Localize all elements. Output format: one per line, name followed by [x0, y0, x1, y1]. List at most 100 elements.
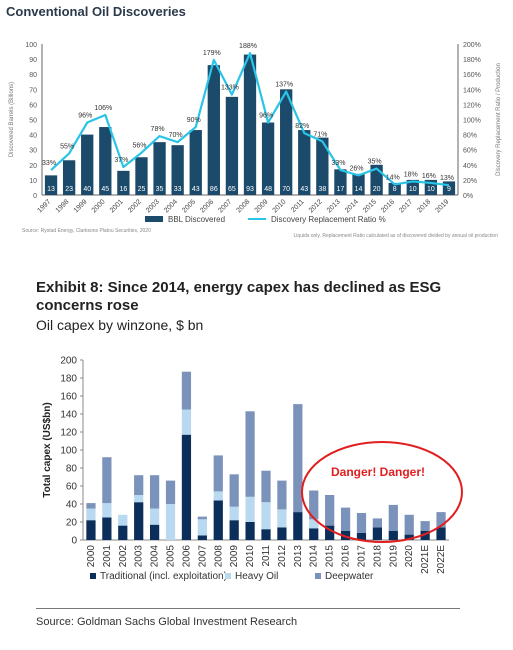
bar-heavy-oil	[245, 496, 255, 522]
bar-value-label: 10	[427, 186, 435, 193]
bar-value-label: 43	[300, 186, 308, 193]
y2-tick-label: 120%	[463, 102, 481, 109]
x-tick-label: 2012	[277, 545, 288, 568]
legend-traditional-swatch	[90, 573, 96, 579]
bar-traditional	[388, 531, 398, 540]
line-point-label: 33%	[42, 160, 56, 167]
x-tick-label: 2014	[309, 545, 320, 568]
bar-heavy-oil	[181, 409, 192, 435]
x-tick-label: 2016	[341, 545, 352, 568]
bar-bbl-discovered	[298, 130, 311, 195]
bar-value-label: 8	[393, 186, 397, 193]
bar-value-label: 9	[447, 186, 451, 193]
bar-bbl-discovered	[261, 122, 275, 195]
x-tick-label: 2007	[197, 545, 208, 568]
bar-heavy-oil	[213, 491, 223, 501]
bar-traditional	[436, 527, 446, 540]
y2-tick-label: 20%	[463, 178, 477, 185]
bar-traditional	[118, 525, 128, 540]
bar-value-label: 65	[228, 186, 236, 193]
bar-heavy-oil	[261, 502, 271, 530]
y2-tick-label: 180%	[463, 57, 481, 64]
line-point-label: 70%	[169, 132, 183, 139]
top-footnote: Liquids only. Replacement Ratio calculat…	[294, 233, 499, 239]
x-tick-label: 2004	[150, 545, 161, 568]
line-point-label: 16%	[422, 173, 436, 180]
line-point-label: 26%	[350, 165, 364, 172]
bar-deepwater	[309, 490, 319, 520]
bar-value-label: 14	[355, 186, 363, 193]
bar-traditional	[149, 524, 160, 540]
x-tick-label: 2013	[326, 198, 342, 214]
line-point-label: 188%	[239, 43, 257, 50]
bar-deepwater	[420, 521, 430, 531]
line-point-label: 18%	[404, 171, 418, 178]
x-tick-label: 1997	[36, 198, 52, 214]
y2-tick-label: 160%	[463, 72, 481, 79]
x-tick-label: 2009	[254, 198, 270, 214]
x-tick-label: 2019	[434, 198, 450, 214]
exhibit-title: Exhibit 8: Since 2014, energy capex has …	[36, 279, 442, 314]
x-tick-label: 2011	[261, 545, 272, 567]
bar-heavy-oil	[102, 503, 112, 518]
y2-tick-label: 100%	[463, 118, 481, 125]
bar-bbl-discovered	[207, 65, 220, 195]
bar-value-label: 93	[246, 186, 254, 193]
bar-deepwater	[86, 503, 96, 509]
bar-bbl-discovered	[44, 175, 58, 195]
bar-deepwater	[293, 404, 303, 513]
bar-value-label: 38	[318, 186, 326, 193]
legend-traditional-label: Traditional (incl. exploitation)	[100, 571, 227, 582]
x-tick-label: 2005	[166, 545, 177, 568]
x-tick-label: 2008	[235, 198, 251, 214]
bar-bbl-discovered	[153, 142, 166, 195]
x-tick-label: 2010	[272, 198, 288, 214]
x-tick-label: 2015	[325, 545, 336, 568]
line-point-label: 13%	[440, 175, 454, 182]
bar-value-label: 35	[156, 186, 164, 193]
y-tick-label: 100	[25, 42, 37, 49]
x-tick-label: 2017	[356, 545, 367, 568]
bar-value-label: 33	[174, 186, 182, 193]
x-tick-label: 2001	[109, 198, 125, 214]
x-tick-label: 2016	[380, 198, 396, 214]
y-tick-label: 60	[29, 102, 37, 109]
legend-deepwater-label: Deepwater	[325, 571, 374, 582]
bar-traditional	[261, 529, 271, 540]
x-tick-label: 2004	[163, 198, 179, 214]
y2-axis-label: Discovery Replacement Ratio / Production	[496, 63, 502, 176]
bar-deepwater	[436, 512, 446, 528]
y2-tick-label: 80%	[463, 133, 477, 140]
line-point-label: 96%	[259, 113, 273, 120]
x-tick-label: 2006	[181, 545, 192, 568]
line-point-label: 14%	[386, 174, 400, 181]
bar-value-label: 45	[101, 186, 109, 193]
line-point-label: 71%	[313, 131, 327, 138]
line-point-label: 137%	[275, 82, 293, 89]
bar-bbl-discovered	[388, 182, 401, 195]
bar-value-label: 13	[47, 186, 55, 193]
y-tick-label: 40	[29, 133, 37, 140]
bar-value-label: 86	[210, 186, 218, 193]
x-tick-label: 2012	[308, 198, 324, 214]
bar-deepwater	[149, 475, 160, 509]
legend-heavy-oil-label: Heavy Oil	[235, 571, 278, 582]
bar-bbl-discovered	[316, 137, 329, 195]
y-tick-label: 120	[60, 428, 77, 439]
exhibit-subtitle: Oil capex by winzone, $ bn	[36, 317, 204, 333]
bar-traditional	[340, 531, 351, 540]
x-tick-label: 2019	[388, 545, 399, 568]
legend-deepwater-swatch	[315, 573, 321, 579]
danger-annotation: Danger! Danger!	[331, 465, 425, 479]
bar-bbl-discovered	[171, 145, 184, 195]
bar-deepwater	[102, 457, 112, 504]
line-point-label: 37%	[114, 157, 128, 164]
bar-value-label: 25	[138, 186, 146, 193]
bar-bbl-discovered	[225, 96, 239, 195]
bar-traditional	[309, 528, 319, 540]
line-point-label: 56%	[132, 143, 146, 150]
bar-traditional	[404, 534, 414, 540]
y-axis-label: Total capex (US$bn)	[42, 402, 53, 497]
bar-bbl-discovered	[135, 157, 148, 195]
y-tick-label: 80	[66, 464, 78, 475]
